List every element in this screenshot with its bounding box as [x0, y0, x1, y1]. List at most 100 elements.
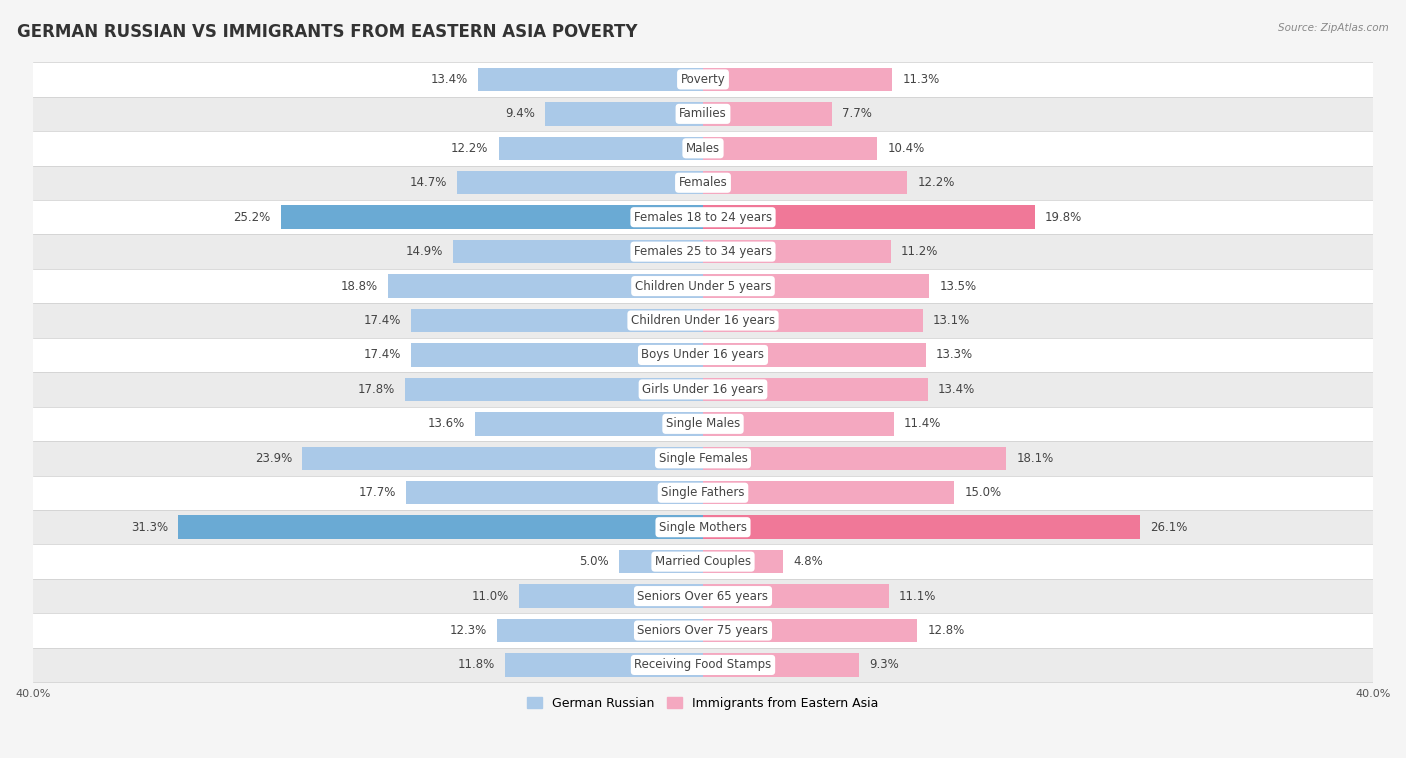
- Bar: [388, 274, 703, 298]
- Bar: [32, 406, 1374, 441]
- Bar: [32, 648, 1374, 682]
- Bar: [475, 412, 703, 436]
- Bar: [619, 550, 703, 573]
- Text: Receiving Food Stamps: Receiving Food Stamps: [634, 659, 772, 672]
- Text: Males: Males: [686, 142, 720, 155]
- Text: 12.2%: 12.2%: [451, 142, 488, 155]
- Bar: [703, 67, 893, 91]
- Text: 17.7%: 17.7%: [359, 486, 396, 500]
- Text: 17.4%: 17.4%: [364, 349, 401, 362]
- Text: 9.4%: 9.4%: [506, 108, 536, 121]
- Text: 11.8%: 11.8%: [458, 659, 495, 672]
- Text: 14.9%: 14.9%: [406, 245, 443, 258]
- Text: 5.0%: 5.0%: [579, 555, 609, 568]
- Bar: [519, 584, 703, 608]
- Bar: [32, 544, 1374, 579]
- Text: 13.4%: 13.4%: [938, 383, 974, 396]
- Text: 26.1%: 26.1%: [1150, 521, 1188, 534]
- Text: 23.9%: 23.9%: [254, 452, 292, 465]
- Text: 11.0%: 11.0%: [471, 590, 509, 603]
- Text: 11.3%: 11.3%: [903, 73, 939, 86]
- Text: 12.3%: 12.3%: [450, 624, 486, 637]
- Bar: [703, 653, 859, 677]
- Bar: [703, 240, 890, 263]
- Text: Single Mothers: Single Mothers: [659, 521, 747, 534]
- Bar: [32, 131, 1374, 165]
- Bar: [32, 510, 1374, 544]
- Text: Boys Under 16 years: Boys Under 16 years: [641, 349, 765, 362]
- Text: Girls Under 16 years: Girls Under 16 years: [643, 383, 763, 396]
- Bar: [703, 446, 1007, 470]
- Bar: [703, 412, 894, 436]
- Text: 13.5%: 13.5%: [939, 280, 976, 293]
- Text: 17.8%: 17.8%: [357, 383, 395, 396]
- Bar: [703, 102, 832, 126]
- Bar: [32, 62, 1374, 97]
- Bar: [32, 234, 1374, 269]
- Bar: [703, 136, 877, 160]
- Bar: [703, 550, 783, 573]
- Bar: [703, 309, 922, 332]
- Bar: [32, 579, 1374, 613]
- Bar: [496, 619, 703, 642]
- Bar: [32, 613, 1374, 648]
- Text: 12.8%: 12.8%: [928, 624, 965, 637]
- Bar: [302, 446, 703, 470]
- Text: 13.4%: 13.4%: [432, 73, 468, 86]
- Text: Seniors Over 65 years: Seniors Over 65 years: [637, 590, 769, 603]
- Text: Single Males: Single Males: [666, 418, 740, 431]
- Bar: [32, 441, 1374, 475]
- Text: 13.6%: 13.6%: [427, 418, 465, 431]
- Bar: [281, 205, 703, 229]
- Bar: [406, 481, 703, 505]
- Bar: [405, 377, 703, 401]
- Bar: [703, 343, 927, 367]
- Text: GERMAN RUSSIAN VS IMMIGRANTS FROM EASTERN ASIA POVERTY: GERMAN RUSSIAN VS IMMIGRANTS FROM EASTER…: [17, 23, 637, 41]
- Bar: [703, 274, 929, 298]
- Bar: [703, 171, 907, 195]
- Bar: [703, 515, 1140, 539]
- Text: Females: Females: [679, 177, 727, 190]
- Bar: [32, 475, 1374, 510]
- Legend: German Russian, Immigrants from Eastern Asia: German Russian, Immigrants from Eastern …: [523, 692, 883, 715]
- Bar: [453, 240, 703, 263]
- Text: 12.2%: 12.2%: [918, 177, 955, 190]
- Text: Married Couples: Married Couples: [655, 555, 751, 568]
- Bar: [703, 619, 918, 642]
- Text: 25.2%: 25.2%: [233, 211, 270, 224]
- Text: 4.8%: 4.8%: [793, 555, 824, 568]
- Bar: [32, 338, 1374, 372]
- Bar: [32, 303, 1374, 338]
- Bar: [505, 653, 703, 677]
- Bar: [32, 97, 1374, 131]
- Bar: [32, 200, 1374, 234]
- Text: 11.2%: 11.2%: [901, 245, 938, 258]
- Bar: [703, 584, 889, 608]
- Bar: [32, 269, 1374, 303]
- Bar: [179, 515, 703, 539]
- Bar: [703, 377, 928, 401]
- Bar: [32, 372, 1374, 406]
- Text: Single Females: Single Females: [658, 452, 748, 465]
- Text: Seniors Over 75 years: Seniors Over 75 years: [637, 624, 769, 637]
- Text: Children Under 16 years: Children Under 16 years: [631, 314, 775, 327]
- Text: 9.3%: 9.3%: [869, 659, 898, 672]
- Text: 10.4%: 10.4%: [887, 142, 925, 155]
- Text: 18.8%: 18.8%: [340, 280, 378, 293]
- Text: 15.0%: 15.0%: [965, 486, 1001, 500]
- Text: Families: Families: [679, 108, 727, 121]
- Bar: [412, 309, 703, 332]
- Bar: [499, 136, 703, 160]
- Bar: [546, 102, 703, 126]
- Text: Children Under 5 years: Children Under 5 years: [634, 280, 772, 293]
- Bar: [478, 67, 703, 91]
- Text: Poverty: Poverty: [681, 73, 725, 86]
- Bar: [703, 205, 1035, 229]
- Text: 13.1%: 13.1%: [932, 314, 970, 327]
- Text: Single Fathers: Single Fathers: [661, 486, 745, 500]
- Text: 11.1%: 11.1%: [898, 590, 936, 603]
- Text: Source: ZipAtlas.com: Source: ZipAtlas.com: [1278, 23, 1389, 33]
- Text: 14.7%: 14.7%: [409, 177, 447, 190]
- Text: Females 25 to 34 years: Females 25 to 34 years: [634, 245, 772, 258]
- Text: 7.7%: 7.7%: [842, 108, 872, 121]
